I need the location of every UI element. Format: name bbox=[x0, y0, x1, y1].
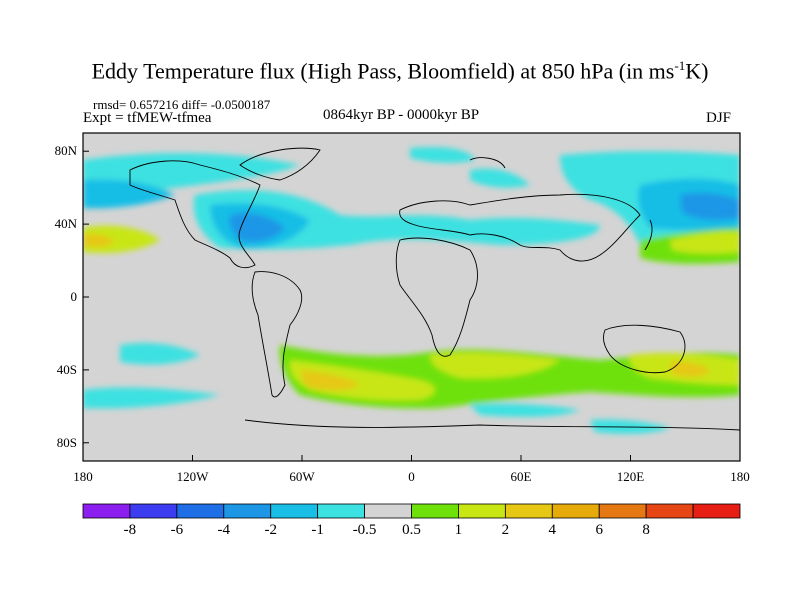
colorbar-swatch bbox=[270, 503, 319, 519]
colorbar-label: -2 bbox=[264, 522, 277, 538]
colorbar-swatch bbox=[317, 503, 365, 519]
y-tick-label: 0 bbox=[70, 289, 78, 304]
colorbar-label: 6 bbox=[595, 522, 603, 538]
colorbar-label: 8 bbox=[642, 522, 650, 538]
x-tick-label: 60E bbox=[510, 469, 532, 484]
coastlines bbox=[129, 147, 740, 431]
colorbar-swatch bbox=[223, 503, 272, 519]
colorbar-swatch bbox=[692, 503, 741, 519]
x-tick-label: 120E bbox=[616, 469, 645, 484]
y-tick-label: 80N bbox=[54, 143, 77, 159]
x-tick-label: 120W bbox=[176, 469, 209, 484]
y-tick-label: 80S bbox=[56, 434, 77, 450]
colorbar-swatch bbox=[129, 503, 178, 519]
colorbar-swatch bbox=[364, 503, 412, 519]
colorbar-label: -6 bbox=[170, 522, 184, 538]
y-tick-label: 40N bbox=[54, 216, 77, 232]
colorbar-swatch bbox=[176, 503, 225, 519]
colorbar-label: 1 bbox=[454, 522, 463, 538]
colorbar-label: 2 bbox=[501, 522, 510, 538]
stats-label: rmsd= 0.657216 diff= -0.0500187 bbox=[93, 97, 271, 112]
anomaly-field bbox=[83, 147, 740, 434]
x-tick-label: 0 bbox=[408, 469, 415, 484]
experiment-label: Expt = tfMEW-tfmea bbox=[83, 110, 212, 126]
colorbar-label: -0.5 bbox=[352, 522, 377, 538]
axis-ticks bbox=[82, 150, 741, 461]
colorbar-label: -1 bbox=[311, 522, 324, 538]
colorbar-swatch bbox=[411, 503, 459, 519]
colorbar-label: -8 bbox=[123, 522, 137, 538]
colorbar bbox=[82, 503, 741, 519]
colorbar-label: 0.5 bbox=[402, 522, 421, 538]
colorbar-swatch bbox=[598, 503, 647, 519]
x-tick-label: 60W bbox=[289, 469, 315, 484]
map-title: Eddy Temperature flux (High Pass, Bloomf… bbox=[91, 58, 709, 84]
y-tick-label: 40S bbox=[56, 361, 77, 377]
period-label: 0864kyr BP - 0000kyr BP bbox=[323, 107, 480, 123]
colorbar-swatch bbox=[551, 503, 600, 519]
colorbar-swatch bbox=[645, 503, 694, 519]
colorbar-swatch bbox=[504, 503, 553, 519]
colorbar-swatch bbox=[82, 503, 131, 519]
colorbar-label: 4 bbox=[548, 522, 557, 538]
colorbar-label: -4 bbox=[217, 522, 231, 538]
season-label: DJF bbox=[706, 110, 732, 126]
colorbar-swatch bbox=[458, 503, 506, 519]
x-tick-label: 180 bbox=[73, 469, 93, 484]
x-tick-label: 180 bbox=[730, 469, 750, 484]
